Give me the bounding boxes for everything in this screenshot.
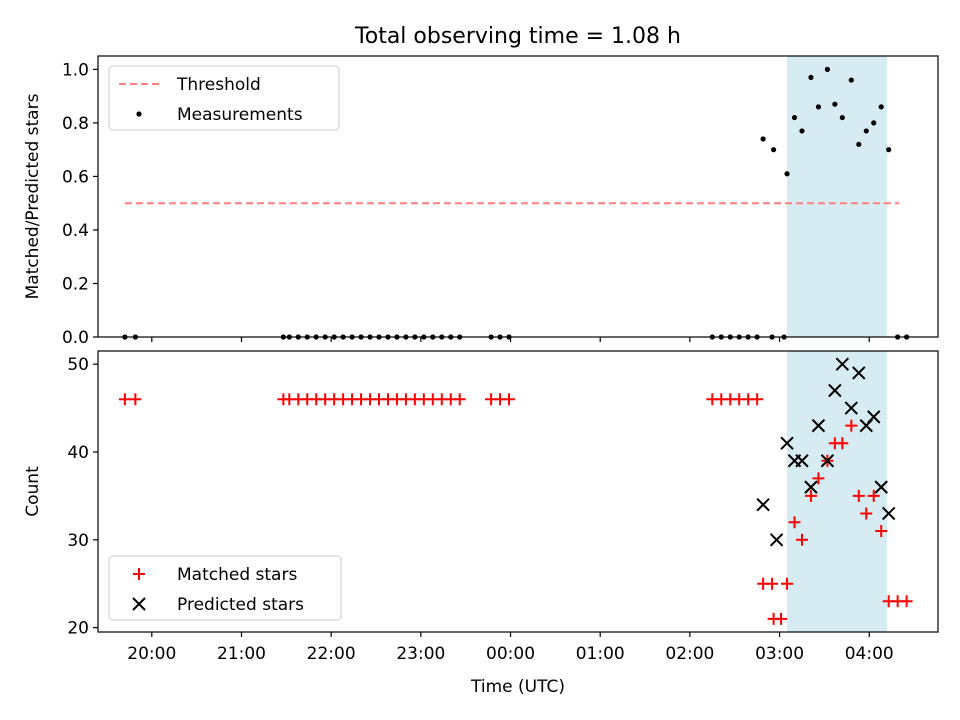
matched-star-marker — [788, 516, 801, 529]
measurement-point — [799, 128, 805, 134]
y-tick-label: 50 — [67, 355, 89, 375]
y-tick-label: 0.4 — [62, 221, 89, 241]
legend-matched-swatch — [133, 568, 145, 580]
measurement-point — [808, 74, 814, 81]
matched-star-marker — [129, 393, 142, 406]
ratio-panel: Matched/Predicted stars 0.0 0.2 0.4 0.6 0.8 1… — [23, 55, 939, 348]
measurement-point — [878, 104, 884, 110]
matched-star-marker — [845, 419, 858, 432]
predicted-star-marker — [867, 410, 881, 424]
x-tick-label: 02:00 — [665, 644, 714, 664]
matched-star-marker — [766, 577, 779, 590]
measurement-point — [815, 104, 822, 110]
legend-label: Matched stars — [177, 565, 297, 585]
legend-label: Predicted stars — [177, 595, 304, 615]
legend-box — [108, 65, 340, 131]
x-tick-label: 04:00 — [845, 644, 894, 664]
x-tick-label: 21:00 — [217, 644, 266, 664]
legend-predicted-swatch — [132, 597, 146, 611]
count-panel: Count Time (UTC) 20 30 40 50 20:00 21:00 22:00… — [23, 350, 939, 697]
legend: Matched stars Predicted stars — [108, 555, 342, 621]
measurement-point — [839, 114, 845, 121]
legend-box — [108, 555, 342, 621]
matched-star-marker — [775, 612, 788, 625]
measurement-point — [832, 101, 838, 107]
predicted-star-marker — [756, 497, 770, 512]
measurement-point — [863, 128, 869, 134]
count-y-axis-label: Count — [23, 466, 43, 517]
predicted-star-marker — [795, 454, 809, 468]
predicted-star-marker — [874, 480, 888, 494]
predicted-star-marker — [835, 357, 850, 371]
measurement-point — [784, 171, 790, 177]
figure-title: Total observing time = 1.08 h — [354, 24, 681, 49]
predicted-star-marker — [828, 383, 842, 398]
legend-measurement-swatch — [136, 111, 142, 117]
predicted-star-marker — [769, 533, 784, 547]
y-tick-label: 0.2 — [62, 274, 89, 294]
y-tick-label: 0.8 — [62, 114, 89, 134]
matched-star-marker — [751, 393, 764, 406]
matched-star-marker — [836, 437, 849, 450]
x-tick-label: 23:00 — [396, 644, 445, 664]
measurement-point — [871, 120, 877, 126]
matched-star-marker — [900, 595, 913, 608]
y-tick-label: 30 — [67, 531, 89, 551]
matched-star-marker — [503, 393, 516, 406]
predicted-star-marker — [811, 418, 826, 433]
measurement-point — [791, 114, 798, 121]
matched-star-marker — [795, 533, 808, 546]
matched-star-marker — [453, 393, 466, 406]
plot-frame — [97, 350, 939, 633]
predicted-star-marker — [881, 506, 896, 521]
y-tick-label: 1.0 — [62, 60, 89, 80]
x-axis-label: Time (UTC) — [470, 677, 565, 697]
y-tick-label: 40 — [67, 443, 89, 463]
legend-label: Threshold — [176, 75, 261, 95]
predicted-star-marker — [820, 454, 835, 468]
observing-window-shading — [787, 351, 888, 632]
x-tick-label: 00:00 — [486, 644, 535, 664]
matched-star-marker — [860, 507, 873, 520]
predicted-star-marker — [852, 366, 866, 380]
ratio-y-axis-label: Matched/Predicted stars — [23, 93, 43, 299]
predicted-star-marker — [844, 401, 859, 415]
measurement-point — [760, 136, 766, 142]
matched-star-marker — [852, 489, 865, 502]
y-tick-label: 0.6 — [62, 167, 89, 187]
x-tick-label: 01:00 — [576, 644, 625, 664]
legend-label: Measurements — [177, 105, 303, 125]
observing-window-shading — [787, 56, 888, 337]
x-tick-label: 20:00 — [127, 644, 176, 664]
measurement-point — [848, 77, 854, 83]
measurement-point — [770, 147, 777, 153]
plot-frame — [97, 55, 939, 338]
x-tick-label: 22:00 — [307, 644, 356, 664]
legend: Threshold Measurements — [108, 65, 340, 131]
y-tick-label: 0.0 — [62, 328, 89, 348]
measurement-point — [886, 147, 892, 153]
predicted-star-marker — [804, 480, 818, 494]
matched-star-marker — [118, 393, 131, 406]
matched-star-marker — [781, 577, 794, 590]
matched-star-marker — [875, 525, 888, 538]
matched-star-marker — [804, 489, 817, 502]
predicted-star-marker — [780, 436, 794, 450]
measurement-point — [824, 66, 830, 72]
y-tick-label: 20 — [67, 619, 89, 639]
matched-star-marker — [812, 472, 825, 485]
x-tick-label: 03:00 — [755, 644, 804, 664]
measurement-point — [856, 141, 862, 147]
matched-star-marker — [867, 489, 880, 502]
